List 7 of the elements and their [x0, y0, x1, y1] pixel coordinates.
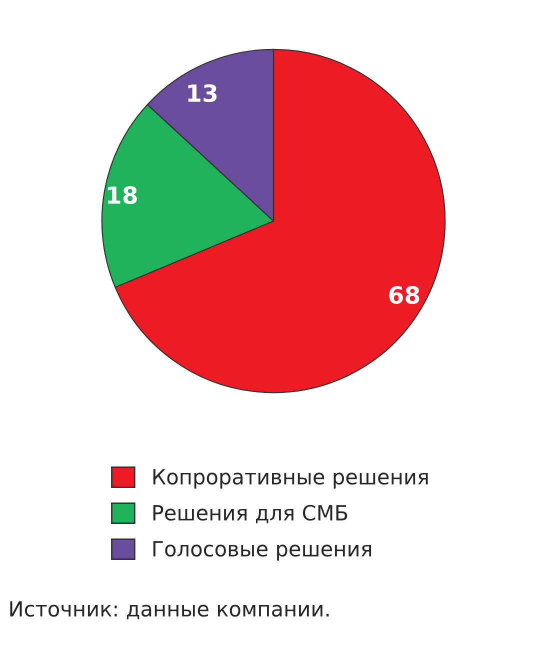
data-label: 18	[108, 186, 137, 204]
legend-label: Голосовые решения	[153, 541, 372, 561]
data-label: 13	[188, 84, 217, 102]
legend-label: Решения для СМБ	[153, 504, 348, 524]
text: Источник: данные компании.	[10, 601, 329, 620]
legend-label: Копроративные решения	[153, 469, 428, 489]
data-label: 68	[389, 286, 420, 304]
